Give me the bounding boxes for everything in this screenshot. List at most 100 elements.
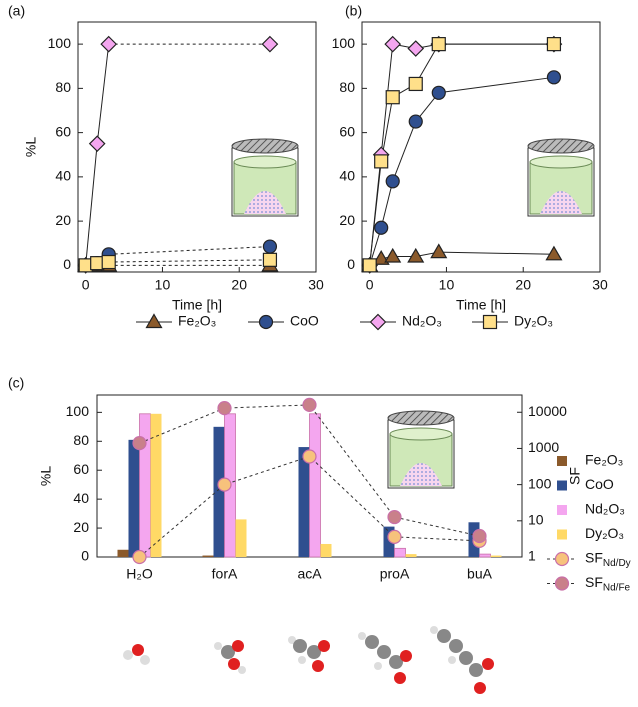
x-tick-label: 30 <box>592 277 608 293</box>
beaker-icon <box>388 411 454 488</box>
marker <box>218 478 231 491</box>
marker <box>386 175 399 188</box>
legend-marker <box>556 577 569 590</box>
x-tick-label: 0 <box>366 277 374 293</box>
marker <box>133 437 146 450</box>
legend-swatch <box>557 456 567 466</box>
marker <box>133 551 146 564</box>
y2-axis-label: SF <box>567 467 583 485</box>
y-tick-label: 20 <box>339 212 355 228</box>
bar <box>236 519 247 557</box>
legend-label: SFNd/Fe <box>585 574 631 593</box>
beaker-icon <box>528 139 594 216</box>
marker <box>431 245 446 258</box>
marker <box>102 256 115 269</box>
y-tick-label: 80 <box>339 79 355 95</box>
molecule-icons <box>123 626 494 694</box>
y2-tick-label: 1000 <box>528 439 559 455</box>
y2-tick-label: 10 <box>528 512 544 528</box>
series-line <box>439 252 554 254</box>
x-tick-label: acA <box>297 566 322 582</box>
beaker-icon <box>232 139 298 216</box>
bar <box>129 440 140 557</box>
x-tick-label: 20 <box>231 277 247 293</box>
y-tick-label: 0 <box>81 548 89 564</box>
y-tick-label: 20 <box>55 212 71 228</box>
y-axis-label: %L <box>23 137 39 157</box>
bar <box>140 414 151 557</box>
panel-label: (b) <box>345 3 362 19</box>
series-line <box>381 181 393 227</box>
series-line <box>393 122 416 182</box>
legend-swatch <box>557 481 567 491</box>
legend-label: Nd₂O₃ <box>585 501 625 517</box>
legend-label: CoO <box>290 313 319 329</box>
legend-swatch <box>557 530 567 540</box>
x-tick-label: 10 <box>155 277 171 293</box>
marker <box>408 41 423 56</box>
marker <box>546 247 561 260</box>
x-tick-label: buA <box>467 566 493 582</box>
marker <box>547 38 560 51</box>
marker <box>263 240 276 253</box>
marker <box>388 511 401 524</box>
x-tick-label: forA <box>212 566 238 582</box>
y-tick-label: 80 <box>55 79 71 95</box>
y-tick-label: 40 <box>339 168 355 184</box>
y-tick-label: 60 <box>73 461 89 477</box>
x-tick-label: 20 <box>515 277 531 293</box>
x-axis-label: Time [h] <box>456 297 506 313</box>
series-line <box>97 44 109 144</box>
marker <box>409 77 422 90</box>
figure: (a)0204060801000102030Time [h]%L(b)02040… <box>0 0 638 707</box>
legend-swatch <box>557 505 567 515</box>
y-tick-label: 60 <box>339 123 355 139</box>
y-tick-label: 100 <box>66 403 90 419</box>
legend-marker <box>260 316 273 329</box>
marker <box>409 115 422 128</box>
marker <box>263 253 276 266</box>
y-tick-label: 100 <box>332 35 356 51</box>
bar <box>406 554 417 557</box>
y2-tick-label: 100 <box>528 475 552 491</box>
x-tick-label: H₂O <box>126 566 153 582</box>
marker <box>303 450 316 463</box>
marker <box>547 71 560 84</box>
bar <box>395 548 406 557</box>
x-tick-label: 10 <box>439 277 455 293</box>
y-tick-label: 0 <box>347 256 355 272</box>
y2-tick-label: 10000 <box>528 403 567 419</box>
series-line <box>109 247 270 255</box>
y-tick-label: 80 <box>73 432 89 448</box>
y-tick-label: 40 <box>73 490 89 506</box>
panel-label: (c) <box>8 375 24 391</box>
marker <box>363 259 376 272</box>
marker <box>218 402 231 415</box>
marker <box>375 155 388 168</box>
x-tick-label: proA <box>380 566 410 582</box>
legend-label: Fe₂O₃ <box>585 452 623 468</box>
legend-marker <box>556 553 569 566</box>
legend-marker <box>484 316 497 329</box>
marker <box>303 398 316 411</box>
bar <box>118 550 129 557</box>
series-line <box>86 144 98 266</box>
legend-label: CoO <box>585 476 614 492</box>
bar <box>310 414 321 557</box>
marker <box>388 530 401 543</box>
bar <box>321 544 332 557</box>
legend-label: Fe₂O₃ <box>178 313 216 329</box>
marker <box>432 38 445 51</box>
bar <box>214 427 225 557</box>
marker <box>385 249 400 262</box>
y-tick-label: 0 <box>63 256 71 272</box>
legend-marker <box>147 315 162 328</box>
y-tick-label: 40 <box>55 168 71 184</box>
x-tick-label: 0 <box>82 277 90 293</box>
bar <box>151 414 162 557</box>
marker <box>473 530 486 543</box>
marker <box>90 136 105 151</box>
series-line <box>439 77 554 92</box>
x-axis-label: Time [h] <box>172 297 222 313</box>
marker <box>101 37 116 52</box>
